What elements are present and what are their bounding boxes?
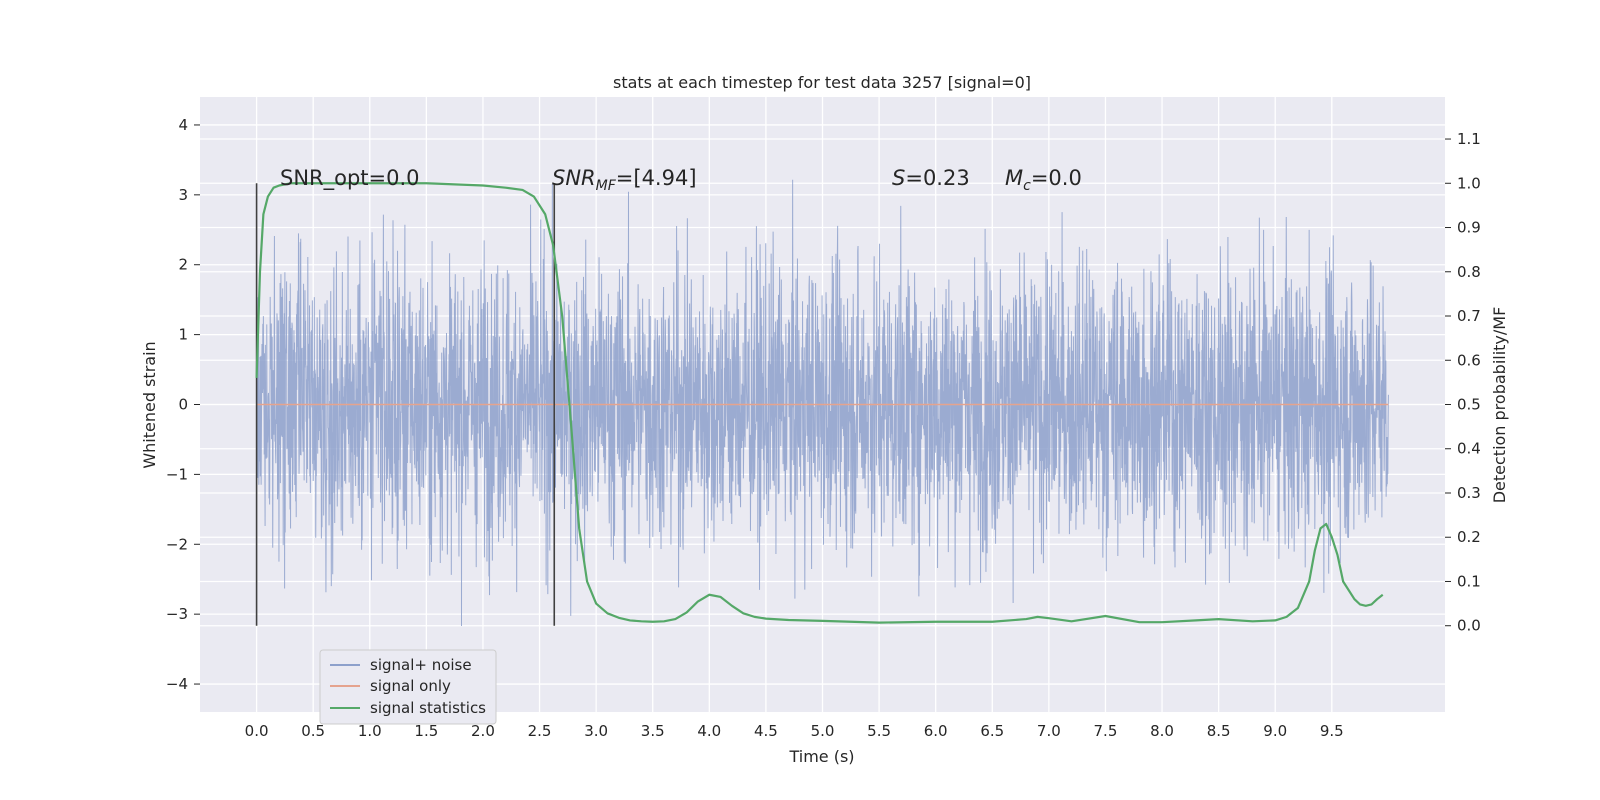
x-tick-label: 5.5	[867, 722, 891, 740]
y-tick-label: −1	[166, 465, 188, 483]
x-tick-label: 3.5	[641, 722, 665, 740]
y-tick-label: 2	[178, 256, 188, 274]
x-tick-label: 7.5	[1094, 722, 1118, 740]
y-tick-label: −4	[166, 675, 188, 693]
signal-statistics-series	[255, 182, 1384, 624]
legend-label-signal-only: signal only	[370, 677, 451, 695]
chart-title: stats at each timestep for test data 325…	[613, 73, 1031, 92]
mc-sub: c	[1023, 178, 1031, 194]
s-prefix: S	[892, 166, 905, 190]
y2-tick-label: 0.6	[1457, 351, 1481, 369]
y2-tick-label: 0.5	[1457, 396, 1481, 414]
annotation-s: S=0.23	[892, 166, 970, 190]
signal-noise-series	[256, 179, 1389, 626]
x-tick-label: 1.5	[414, 722, 438, 740]
legend: signal+ noise signal only signal statist…	[319, 649, 497, 725]
legend-label-noise: signal+ noise	[370, 656, 472, 674]
x-tick-label: 9.0	[1263, 722, 1287, 740]
y2-axis-label: Detection probability/MF	[1490, 307, 1509, 504]
annotation-mc: Mc=0.0	[1005, 166, 1082, 194]
snr-mf-value: =[4.94]	[616, 166, 697, 190]
signal-noise-line	[256, 179, 1389, 626]
x-tick-label: 1.0	[358, 722, 382, 740]
y-tick-label: −3	[166, 605, 188, 623]
y-tick-label: 4	[178, 116, 188, 134]
y-axis-label: Whitened strain	[140, 341, 159, 468]
signal-statistics-line	[255, 182, 1384, 624]
legend-label-statistics: signal statistics	[370, 699, 486, 717]
x-tick-label: 3.0	[584, 722, 608, 740]
y-tick-label: 3	[178, 186, 188, 204]
y2-tick-label: 0.7	[1457, 307, 1481, 325]
x-tick-label: 7.0	[1037, 722, 1061, 740]
y2-tick-label: 1.1	[1457, 130, 1481, 148]
y2-tick-label: 0.2	[1457, 528, 1481, 546]
x-tick-label: 6.5	[980, 722, 1004, 740]
s-value: =0.23	[905, 166, 969, 190]
x-axis-ticks: 0.0 0.5 1.0 1.5 2.0 2.5 3.0 3.5 4.0 4.5 5.0 5.5 6.0 6…	[245, 722, 1344, 740]
x-axis-label: Time (s)	[788, 747, 854, 766]
snr-mf-prefix: SNR	[552, 166, 596, 190]
annotation-snr-mf: SNRMF=[4.94]	[552, 166, 697, 194]
mc-prefix: M	[1005, 166, 1023, 190]
y2-tick-label: 0.9	[1457, 219, 1481, 237]
x-tick-label: 8.0	[1150, 722, 1174, 740]
legend-box	[319, 649, 497, 725]
x-tick-label: 2.0	[471, 722, 495, 740]
y2-tick-label: 1.0	[1457, 174, 1481, 192]
mc-value: =0.0	[1031, 166, 1082, 190]
y2-tick-label: 0.4	[1457, 440, 1481, 458]
y-tick-label: 0	[178, 396, 188, 414]
snr-mf-sub: MF	[596, 178, 617, 194]
y2-tick-label: 0.1	[1457, 572, 1481, 590]
x-tick-label: 4.0	[697, 722, 721, 740]
x-tick-label: 5.0	[811, 722, 835, 740]
y2-axis-ticks: 0.0 0.1 0.2 0.3 0.4 0.5 0.6 0.7 0.8 0.9 1.0 1.1	[1445, 130, 1481, 635]
x-tick-label: 0.0	[245, 722, 269, 740]
annotation-snr-opt: SNR_opt=0.0	[280, 166, 420, 191]
x-tick-label: 9.5	[1320, 722, 1344, 740]
x-tick-label: 8.5	[1207, 722, 1231, 740]
x-tick-label: 2.5	[528, 722, 552, 740]
y-tick-label: 1	[178, 326, 188, 344]
x-tick-label: 0.5	[301, 722, 325, 740]
x-tick-label: 4.5	[754, 722, 778, 740]
y2-tick-label: 0.3	[1457, 484, 1481, 502]
y-axis-ticks: −4 −3 −2 −1 0 1 2 3 4	[166, 116, 200, 693]
y-tick-label: −2	[166, 535, 188, 553]
y2-tick-label: 0.8	[1457, 263, 1481, 281]
x-tick-label: 6.0	[924, 722, 948, 740]
y2-tick-label: 0.0	[1457, 617, 1481, 635]
